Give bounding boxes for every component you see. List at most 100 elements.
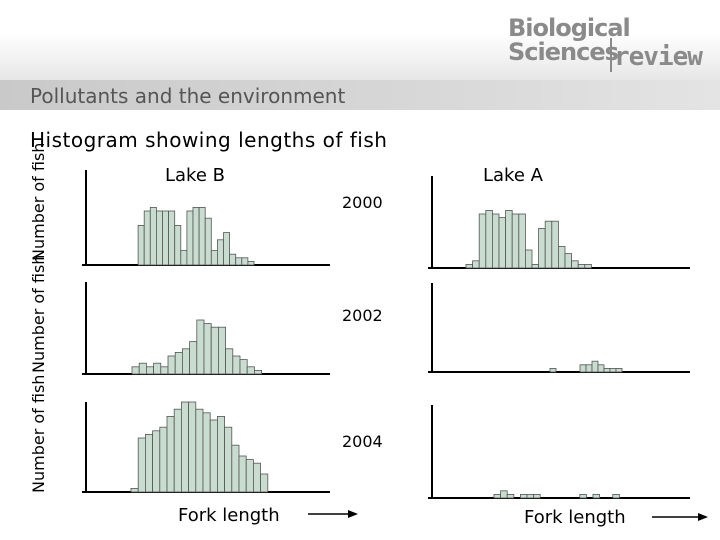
- histogram-bar: [518, 213, 526, 269]
- histogram-bar: [198, 206, 206, 266]
- histogram-bar: [180, 401, 189, 493]
- histogram-bar: [144, 433, 153, 493]
- histogram-bar: [577, 263, 586, 269]
- histogram-bar: [162, 210, 169, 266]
- fork-arrow-right-head: [698, 513, 708, 521]
- histogram-bar: [506, 493, 515, 499]
- histogram-bar: [153, 362, 162, 375]
- histogram-bar: [239, 359, 248, 375]
- histogram-bar: [166, 415, 175, 493]
- histogram-bar: [174, 351, 183, 375]
- histogram-bar: [615, 367, 623, 373]
- histogram-bar: [210, 250, 218, 266]
- histogram-bar: [491, 213, 500, 269]
- logo-line3: review: [614, 42, 703, 72]
- histogram-bar: [189, 341, 198, 375]
- histogram-bar: [241, 257, 249, 266]
- histogram-bar: [149, 206, 157, 266]
- histogram-bar: [224, 426, 233, 493]
- histogram-bar: [168, 210, 176, 266]
- histogram-bar: [231, 444, 240, 493]
- histogram-bar: [217, 326, 226, 375]
- histogram-bar: [511, 213, 520, 269]
- histogram-bar: [186, 210, 194, 266]
- histogram-bar: [173, 408, 182, 493]
- histogram-bar: [137, 224, 145, 266]
- histogram-bar: [131, 366, 140, 375]
- histogram-bar: [195, 408, 204, 493]
- histogram-bar: [180, 250, 188, 266]
- histogram-bar: [603, 367, 611, 373]
- histogram-bar: [260, 473, 269, 493]
- histogram-bar: [571, 260, 579, 269]
- histogram-bar: [225, 348, 234, 375]
- chart-title: Histogram showing lengths of fish: [30, 128, 388, 152]
- histogram-bar: [245, 459, 254, 493]
- histogram-bar: [592, 493, 600, 499]
- histogram-bar: [235, 257, 243, 266]
- histogram-bar: [253, 369, 262, 375]
- histogram-bar: [203, 323, 212, 375]
- histogram-bar: [223, 232, 230, 266]
- histogram-bar: [549, 367, 557, 373]
- section-title: Pollutants and the environment: [30, 84, 346, 108]
- lake-label-b: Lake B: [165, 165, 225, 186]
- histogram-bar: [232, 355, 241, 375]
- histogram-bar: [526, 493, 534, 499]
- histogram-bar: [498, 217, 506, 269]
- histogram-bar: [145, 366, 154, 375]
- histogram-bar: [551, 220, 559, 269]
- year-label-2004: 2004: [342, 432, 383, 451]
- histogram-bar: [238, 455, 247, 493]
- histogram-bar: [247, 260, 255, 266]
- histogram-bar: [192, 206, 200, 266]
- histogram-bar: [465, 263, 473, 269]
- histogram-bar: [137, 437, 146, 493]
- x-axis-label-right: Fork length: [524, 507, 626, 528]
- fork-arrow-left-head: [348, 510, 358, 518]
- histogram-bar: [585, 364, 593, 373]
- histogram-bar: [159, 426, 168, 493]
- logo-bar: [610, 38, 612, 72]
- histogram-bar: [130, 487, 139, 493]
- histogram-bar: [204, 217, 212, 266]
- histogram-bar: [597, 364, 605, 373]
- histogram-bar: [584, 263, 592, 269]
- histogram-bar: [196, 319, 205, 375]
- histogram-bar: [500, 490, 508, 499]
- histogram-bar: [531, 263, 539, 269]
- histogram-bar: [210, 326, 219, 375]
- histogram-bar: [174, 224, 182, 266]
- histogram-bar: [609, 367, 617, 373]
- logo: Biological Sciences review: [508, 14, 708, 72]
- histogram-bar: [160, 366, 169, 375]
- histogram-bar: [216, 239, 224, 266]
- histogram-bar: [525, 249, 533, 269]
- histogram-bar: [252, 462, 261, 493]
- histogram-bar: [155, 210, 163, 266]
- histogram-bar: [579, 493, 587, 499]
- histogram-bar: [533, 493, 541, 499]
- histogram-bar: [538, 227, 546, 269]
- histogram-bar: [209, 419, 218, 493]
- histogram-bar: [472, 260, 480, 269]
- histogram-bar: [544, 220, 553, 269]
- histogram-bar: [591, 360, 599, 373]
- histogram-bar: [485, 209, 493, 269]
- histogram-bar: [579, 364, 587, 373]
- year-label-2002: 2002: [342, 306, 383, 325]
- histogram-bar: [138, 362, 147, 375]
- histogram-bar: [216, 415, 225, 493]
- lake-label-a: Lake A: [483, 165, 543, 186]
- histogram-bar: [612, 493, 620, 499]
- header-strip: [0, 80, 720, 110]
- histogram-bar: [520, 493, 528, 499]
- year-label-2000: 2000: [342, 193, 383, 212]
- histogram-bar: [152, 430, 161, 493]
- histogram-bar: [505, 209, 513, 269]
- histogram-bar: [143, 210, 151, 266]
- logo-line2: Sciences: [508, 38, 619, 66]
- histogram-bar: [246, 366, 255, 375]
- histogram-bar: [493, 493, 501, 499]
